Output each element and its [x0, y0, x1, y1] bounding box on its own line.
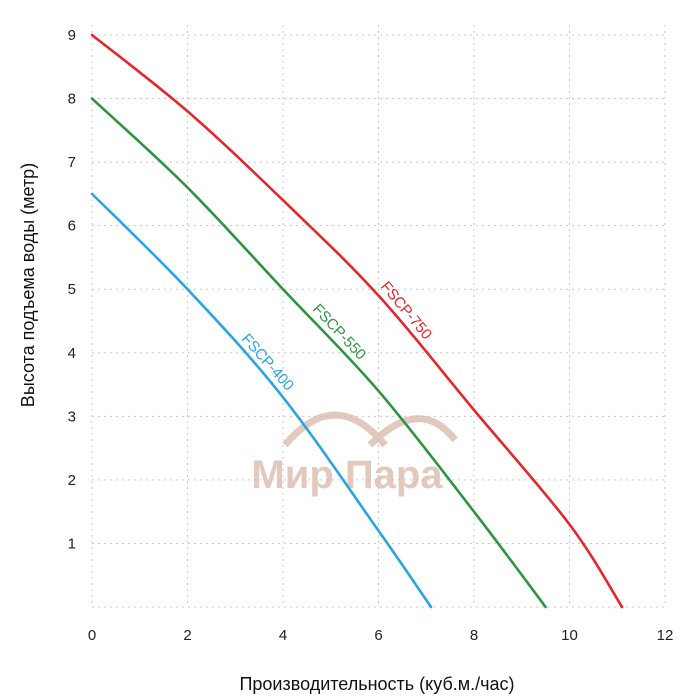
- series-line-fscp-550: [90, 97, 547, 609]
- x-tick-label: 0: [88, 627, 96, 644]
- watermark-arch-icon: [282, 411, 388, 448]
- watermark: Мир Пара: [251, 411, 458, 497]
- y-tick-label: 1: [68, 535, 76, 552]
- x-tick-label: 8: [470, 627, 478, 644]
- x-tick-label: 12: [657, 627, 674, 644]
- series-line-fscp-750: [90, 33, 624, 609]
- y-tick-label: 5: [68, 281, 76, 298]
- x-tick-label: 2: [183, 627, 191, 644]
- x-tick-label: 4: [279, 627, 287, 644]
- y-tick-label: 6: [68, 218, 76, 235]
- y-tick-label: 2: [68, 472, 76, 489]
- series-label-fscp-550: FSCP-550: [309, 301, 369, 364]
- series-label-fscp-400: FSCP-400: [238, 330, 297, 394]
- y-tick-label: 9: [68, 27, 76, 44]
- y-tick-label: 7: [68, 154, 76, 171]
- watermark-text: Мир Пара: [251, 453, 443, 497]
- series: [90, 33, 624, 609]
- x-tick-label: 6: [374, 627, 382, 644]
- grid: [91, 25, 666, 608]
- series-line-fscp-400: [90, 192, 433, 609]
- x-axis-title: Производительность (куб.м./час): [239, 674, 514, 694]
- y-axis-title: Высота подъема воды (метр): [18, 163, 38, 407]
- series-label-fscp-750: FSCP-750: [377, 278, 435, 343]
- y-tick-label: 3: [68, 408, 76, 425]
- watermark-arch-icon: [367, 415, 458, 448]
- y-tick-label: 4: [68, 345, 76, 362]
- x-tick-label: 10: [561, 627, 578, 644]
- y-tick-label: 8: [68, 91, 76, 108]
